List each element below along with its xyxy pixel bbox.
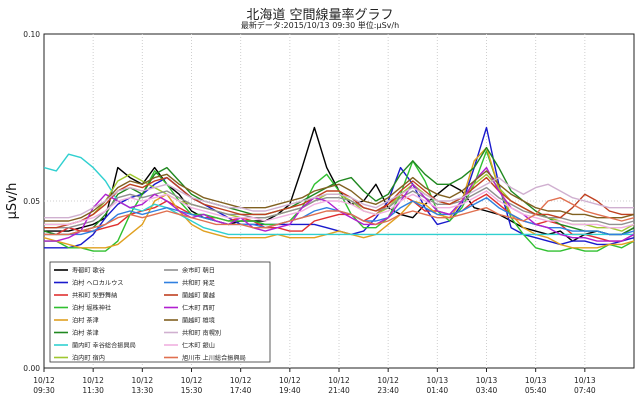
x-tick-label-time: 21:40: [328, 386, 350, 395]
x-tick-label-date: 10/13: [476, 376, 498, 385]
legend-label: 泊村 ヘロカルウス: [72, 279, 123, 287]
legend-label: 蘭越町 雄境: [182, 317, 215, 325]
y-tick-label: 0.00: [23, 364, 40, 373]
x-tick-label-time: 05:40: [525, 386, 547, 395]
legend-label: 泊内町 宿内: [72, 354, 105, 362]
series-line: [44, 196, 635, 236]
x-tick-label-date: 10/13: [525, 376, 547, 385]
x-tick-label-date: 10/12: [279, 376, 301, 385]
x-tick-label-time: 07:40: [574, 386, 596, 395]
legend-label: 泊村 堀株神社: [72, 304, 111, 312]
legend-label: 泊村 茶津: [72, 329, 99, 337]
legend-label: 共和町 梨野舞納: [72, 292, 117, 300]
legend-label: 蘭越町 蘭越: [182, 292, 215, 300]
legend-label: 旭川市 上川総合振興局: [182, 354, 246, 362]
x-tick-label-time: 01:40: [427, 386, 449, 395]
x-tick-label-date: 10/12: [328, 376, 350, 385]
series-line: [44, 190, 635, 229]
x-tick-label-time: 03:40: [476, 386, 498, 395]
legend-label: 蘭内町 幸谷総合振興局: [72, 342, 136, 350]
legend-label: 寿都町 歌谷: [72, 267, 105, 275]
legend-label: 余市町 朝日: [182, 267, 215, 275]
legend-box: [49, 261, 271, 363]
x-tick-label-time: 17:40: [230, 386, 252, 395]
x-tick-label-date: 10/12: [377, 376, 399, 385]
x-tick-label-time: 23:40: [377, 386, 399, 395]
series-line: [44, 176, 634, 219]
legend-label: 泊村 茶津: [72, 317, 99, 325]
x-tick-label-date: 10/12: [181, 376, 203, 385]
x-tick-label-time: 15:30: [181, 386, 203, 395]
chart-subtitle: 最新データ:2015/10/13 09:30 単位:μSv/h: [240, 21, 400, 30]
y-tick-label: 0.10: [23, 30, 40, 39]
x-tick-label-time: 19:40: [279, 386, 301, 395]
series-line: [44, 170, 635, 222]
x-tick-label-date: 10/12: [82, 376, 104, 385]
legend-label: 共和町 南幌別: [182, 329, 221, 337]
legend-label: 仁木町 西町: [182, 304, 215, 312]
x-tick-label-time: 11:30: [82, 386, 104, 395]
series-line: [43, 153, 634, 236]
legend-label: 仁木町 銀山: [182, 342, 215, 350]
y-tick-label: 0.05: [23, 197, 40, 206]
x-tick-label-date: 10/13: [427, 376, 449, 385]
x-tick-label-time: 13:30: [132, 386, 154, 395]
legend-label: 共和町 発足: [182, 279, 215, 287]
x-tick-label-date: 10/13: [574, 376, 596, 385]
y-axis-label: μSv/h: [5, 183, 20, 220]
x-tick-label-date: 10/12: [33, 376, 55, 385]
x-tick-label-time: 09:30: [33, 386, 55, 395]
series-line: [43, 146, 635, 236]
x-tick-label-date: 10/12: [230, 376, 252, 385]
x-tick-label-date: 10/12: [132, 376, 154, 385]
chart-title: 北海道 空間線量率グラフ: [246, 8, 394, 23]
